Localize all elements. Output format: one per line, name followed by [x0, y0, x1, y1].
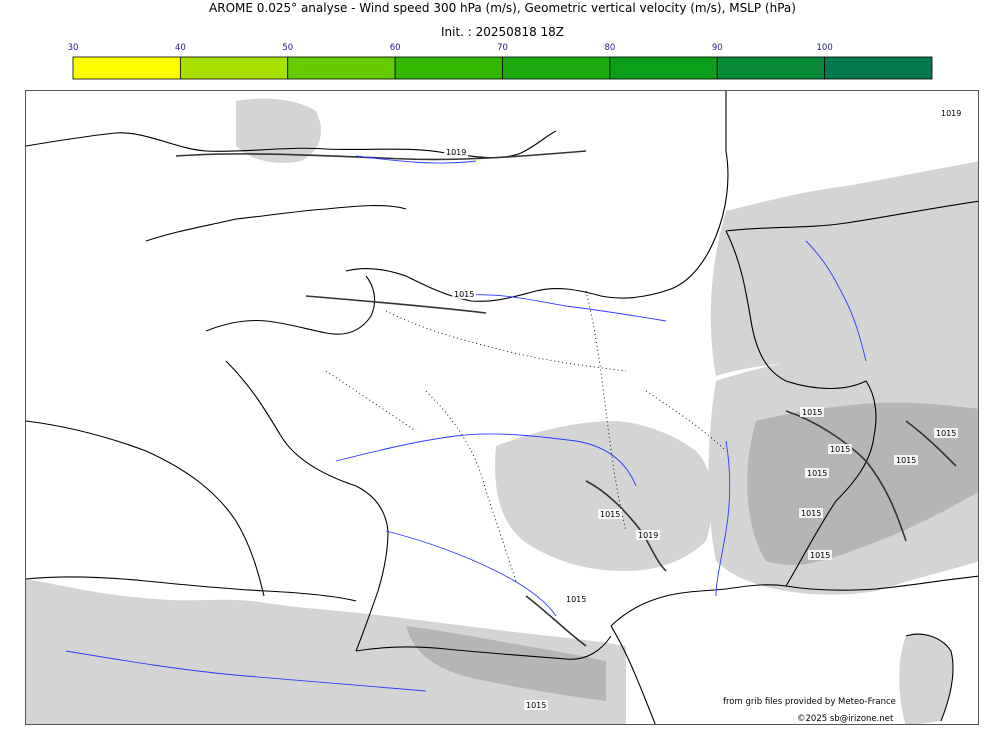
- source-credit: from grib files provided by Meteo-France: [723, 697, 896, 707]
- colorbar-tick-label: 60: [390, 43, 401, 53]
- isobar-label: 1015: [526, 701, 546, 710]
- colorbar-tick-label: 100: [817, 43, 833, 53]
- isobar-label: 1019: [941, 109, 961, 118]
- isobar-label: 1015: [454, 290, 474, 299]
- coastlines: [26, 91, 978, 724]
- isobar-label: 1019: [638, 531, 658, 540]
- coast-cornwall: [145, 204, 407, 242]
- river-thames: [355, 155, 477, 164]
- copyright-credit: ©2025 sb@irizone.net: [797, 714, 894, 724]
- map-canvas: 1019 1015 1019 1015 1015 1015 1015 1015 1015 1015…: [26, 91, 978, 724]
- alps-high-relief: [747, 402, 978, 566]
- colorbar-segment: [824, 56, 933, 80]
- river-loire: [335, 433, 637, 487]
- terrain-dark-shading: [406, 402, 978, 701]
- isobar-label-bg: [808, 550, 832, 560]
- colorbar-segment: [394, 56, 503, 80]
- isobar-label: 1015: [600, 510, 620, 519]
- coast-gironde-arc: [26, 420, 265, 597]
- isobars: [175, 150, 957, 647]
- isobar-label-bg: [934, 428, 958, 438]
- admin-boundaries: [325, 290, 727, 582]
- isobar-label-bg: [805, 468, 829, 478]
- isobar-label: 1015: [936, 429, 956, 438]
- isobar-alps: [785, 410, 907, 542]
- isobar-label-bg: [828, 444, 852, 454]
- admin-line-1: [385, 310, 627, 372]
- isobar-label: 1015: [830, 445, 850, 454]
- isobar-labels: 1019 1015 1019 1015 1015 1015 1015 1015 1015 1015…: [444, 108, 963, 710]
- coast-corsica: [905, 633, 954, 722]
- colorbar-segment: [179, 56, 289, 80]
- border-france-east: [725, 230, 877, 587]
- isobar-label: 1015: [566, 595, 586, 604]
- colorbar-tick-label: 50: [282, 43, 293, 53]
- colorbar-segment: [287, 56, 396, 80]
- isobar-north: [175, 150, 587, 161]
- border-france-spain: [355, 635, 612, 660]
- pyrenees-relief: [26, 579, 626, 724]
- corsica-relief: [899, 634, 953, 724]
- isobar-label-bg: [894, 455, 918, 465]
- colorbar-tick-label: 70: [497, 43, 508, 53]
- colorbar-tick-label: 40: [175, 43, 186, 53]
- isobar-label: 1015: [801, 509, 821, 518]
- border-germany: [725, 200, 978, 232]
- jura-vosges-relief: [710, 161, 978, 376]
- coast-brittany: [205, 275, 376, 335]
- isobar-label-bg: [444, 147, 468, 157]
- river-seine: [455, 294, 667, 322]
- pyrenees-high-relief: [406, 626, 606, 701]
- isobar-label-bg: [939, 108, 963, 118]
- isobar-label-bg: [598, 509, 622, 519]
- river-rhone: [715, 440, 731, 597]
- wales-relief: [236, 98, 321, 163]
- isobar-label: 1015: [802, 408, 822, 417]
- isobar-label: 1015: [807, 469, 827, 478]
- coast-catalonia: [610, 625, 656, 724]
- isobar-label: 1015: [896, 456, 916, 465]
- colorbar-segment: [609, 56, 718, 80]
- colorbar-tick-label: 90: [712, 43, 723, 53]
- isobar-south: [525, 595, 587, 647]
- admin-line-4: [325, 370, 417, 432]
- colorbar-segment: [72, 56, 181, 80]
- colorbar-segment: [716, 56, 826, 80]
- init-time: Init. : 20250818 18Z: [440, 25, 565, 39]
- colorbar-segment: [502, 56, 611, 80]
- isobar-label-bg: [452, 289, 476, 299]
- map-panel[interactable]: 1019 1015 1019 1015 1015 1015 1015 1015 1015 1015…: [25, 90, 979, 725]
- colorbar-tick-label: 30: [68, 43, 79, 53]
- colorbar-tick-label: 80: [604, 43, 615, 53]
- coast-spain-north: [26, 576, 357, 602]
- river-garonne: [385, 530, 557, 617]
- isobar-label-bg: [799, 508, 823, 518]
- river-rhine: [805, 240, 867, 362]
- isobar-central: [305, 295, 487, 314]
- rivers: [65, 155, 867, 692]
- coast-biscay: [225, 360, 389, 652]
- colorbar: 30 40 50 60 70 80 90 100: [68, 43, 933, 80]
- river-ebro: [65, 650, 427, 692]
- chart-title: AROME 0.025° analyse - Wind speed 300 hP…: [209, 1, 796, 15]
- isobar-label-bg: [800, 407, 824, 417]
- coast-england-south: [26, 130, 557, 159]
- massif-central-relief: [495, 421, 713, 571]
- isobar-label-bg: [636, 530, 660, 540]
- isobar-label: 1019: [446, 148, 466, 157]
- coast-mediterranean: [610, 575, 978, 627]
- isobar-east: [905, 420, 957, 467]
- isobar-label-bg: [524, 700, 548, 710]
- isobar-label: 1015: [810, 551, 830, 560]
- isobar-label-bg: [564, 594, 588, 604]
- coast-channel-france: [345, 91, 729, 302]
